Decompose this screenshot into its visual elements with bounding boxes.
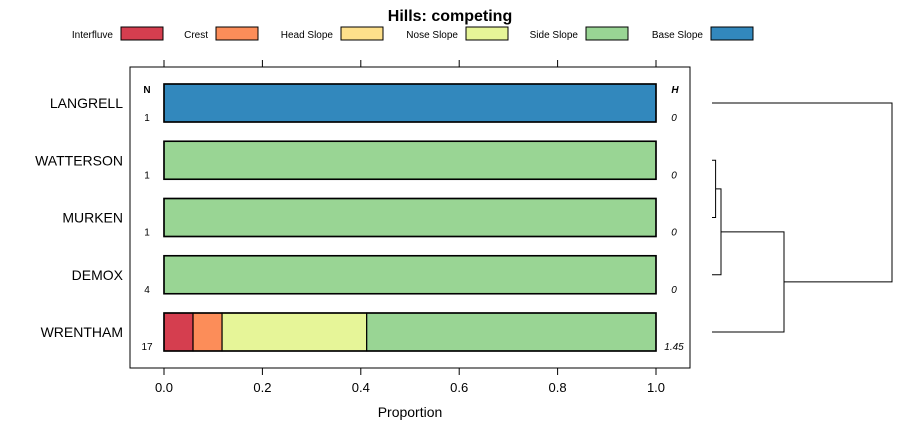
h-value-demox: 0 [671,285,677,296]
legend-label-head-slope: Head Slope [281,30,334,41]
bar-watterson-side-slope [163,140,657,180]
legend-swatch-base-slope [710,26,754,41]
dendrogram-branch-1 [712,159,717,218]
category-label-wrentham: WRENTHAM [41,324,123,340]
n-value-demox: 4 [144,285,150,296]
bar-outline-wrentham [163,312,657,352]
x-tick-label-0-0: 0.0 [155,380,173,395]
legend-label-interfluve: Interfluve [72,30,114,41]
h-header: H [671,85,679,96]
bar-outline-murken [163,197,657,238]
x-tick-label-0-4: 0.4 [352,380,370,395]
axes-layer: LANGRELL 1 0 WATTERSON 1 0 MURKEN 1 0 DEMOX 4 0 WREN… [35,60,684,395]
bar-outline-demox [163,254,657,295]
legend-label-nose-slope: Nose Slope [406,30,458,41]
h-value-langrell: 0 [671,113,677,124]
h-value-watterson: 0 [671,170,677,181]
legend-label-side-slope: Side Slope [530,30,579,41]
dendrogram-branch-3 [712,231,785,333]
legend-label-crest: Crest [184,30,208,41]
bars-layer [163,83,657,352]
n-value-watterson: 1 [144,170,150,181]
legend-swatch-nose-slope [465,26,509,41]
x-tick-label-0-2: 0.2 [253,380,271,395]
bar-wrentham-side-slope [366,312,657,352]
x-tick-label-1-0: 1.0 [647,380,665,395]
n-value-wrentham: 17 [141,342,153,353]
category-label-watterson: WATTERSON [35,152,123,168]
legend-swatch-side-slope [585,26,629,41]
plot-frame [129,66,691,369]
x-tick-label-0-6: 0.6 [450,380,468,395]
h-value-murken: 0 [671,228,677,239]
bar-wrentham-interfluve [163,312,194,352]
category-label-murken: MURKEN [62,210,123,226]
n-value-langrell: 1 [144,113,150,124]
x-tick-label-0-8: 0.8 [549,380,567,395]
bar-wrentham-nose-slope [221,312,368,352]
category-label-langrell: LANGRELL [50,95,123,111]
legend: Interfluve Crest Head Slope Nose Slope Side … [72,26,754,41]
dendrogram [712,102,893,333]
bar-demox-side-slope [163,255,657,295]
dendrogram-branch-4 [712,102,893,283]
n-header: N [143,85,150,96]
legend-swatch-head-slope [340,26,384,41]
legend-swatch-interfluve [120,26,164,41]
n-value-murken: 1 [144,228,150,239]
category-label-demox: DEMOX [72,267,124,283]
h-value-wrentham: 1.45 [664,342,684,353]
bar-outline-langrell [163,83,657,123]
legend-swatch-crest [215,26,259,41]
bar-outline-watterson [163,140,657,181]
chart-title: Hills: competing [388,8,512,25]
bar-langrell-base-slope [163,83,657,123]
legend-label-base-slope: Base Slope [652,30,704,41]
dendrogram-branch-2 [712,188,722,276]
bar-wrentham-crest [192,312,223,352]
x-axis-label: Proportion [378,404,443,420]
bar-murken-side-slope [163,197,657,238]
